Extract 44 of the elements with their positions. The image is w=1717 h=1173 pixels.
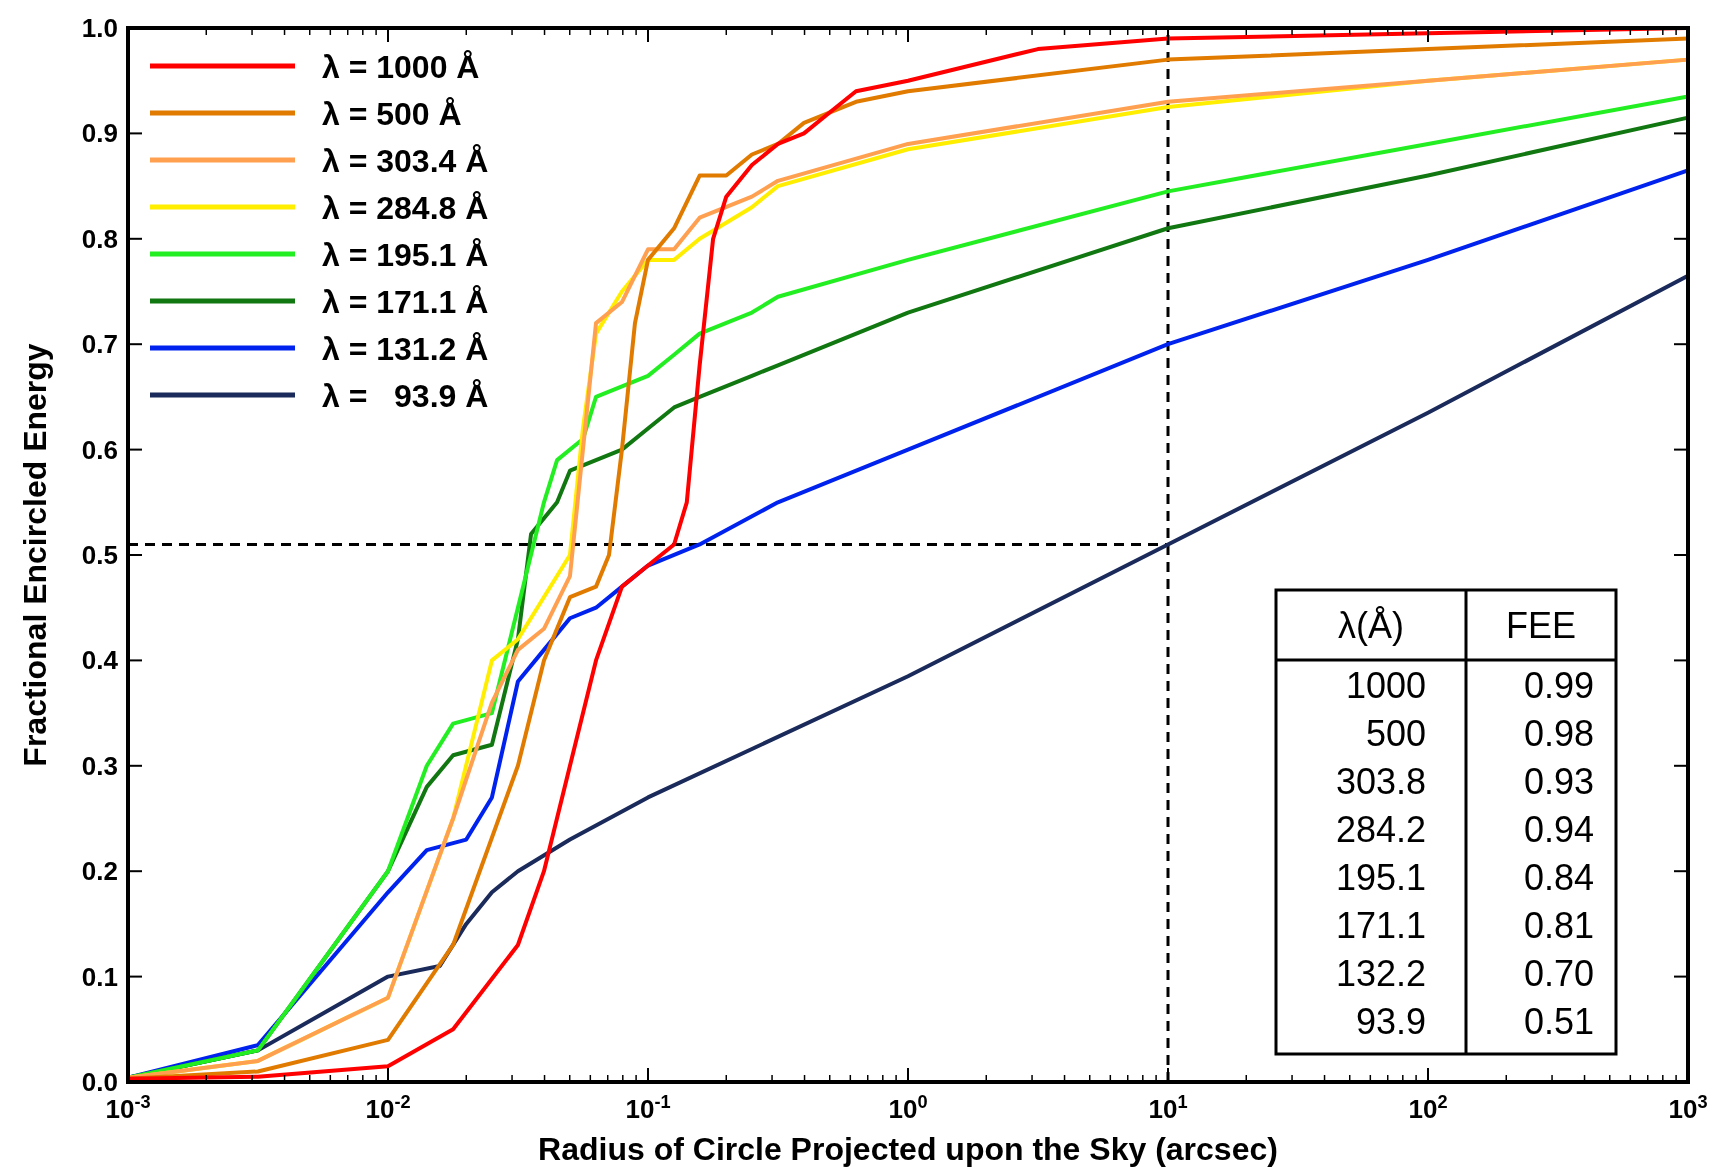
annotation: 0.93 [1523, 761, 1594, 802]
y-tick-label: 1.0 [81, 13, 118, 43]
annotation: λ(Å) [1338, 605, 1404, 646]
y-tick-label: 0.9 [81, 118, 118, 149]
x-tick-label: 10$^{0}$ [888, 1092, 928, 1124]
legend-label: λ = 284.8 Å [322, 190, 489, 226]
annotation: 132.2 [1335, 953, 1426, 994]
annotation: 93.9 [1355, 1001, 1426, 1042]
annotation: 0.94 [1523, 809, 1594, 850]
y-tick-label: 0.3 [81, 750, 118, 781]
y-tick-label: 0.7 [81, 329, 118, 360]
legend-label: λ = 303.4 Å [322, 143, 489, 179]
annotation: 0.99 [1523, 665, 1594, 706]
annotation: 171.1 [1335, 905, 1426, 946]
x-tick-label: 10$^{-2}$ [365, 1092, 411, 1124]
y-tick-label: 0.5 [81, 540, 118, 570]
annotation: 500 [1365, 713, 1426, 754]
x-tick-label: 10$^{1}$ [1148, 1092, 1188, 1124]
legend-label: λ = 195.1 Å [322, 237, 489, 273]
y-tick-label: 0.4 [81, 645, 119, 676]
y-tick-label: 0.1 [81, 961, 118, 992]
legend-label: λ = 500 Å [322, 96, 462, 132]
y-tick-label: 0.2 [81, 856, 118, 887]
legend-label: λ = 1000 Å [322, 49, 480, 85]
annotation: 0.51 [1523, 1001, 1594, 1042]
annotation: 0.70 [1523, 953, 1594, 994]
annotation: 195.1 [1335, 857, 1426, 898]
legend-label: λ = 171.1 Å [322, 284, 489, 320]
annotation: 284.2 [1335, 809, 1426, 850]
y-axis-title: Fractional Encircled Energy [17, 343, 53, 767]
annotation: 0.81 [1523, 905, 1594, 946]
y-tick-label: 0.8 [81, 223, 118, 254]
x-axis-title: Radius of Circle Projected upon the Sky (arcsec) [538, 1131, 1278, 1167]
x-tick-label: 10$^{3}$ [1668, 1092, 1708, 1124]
annotation: 0.98 [1523, 713, 1594, 754]
y-tick-label: 0.6 [81, 434, 118, 465]
x-tick-label: 10$^{2}$ [1408, 1092, 1448, 1124]
annotation: FEE [1505, 605, 1577, 646]
x-tick-label: 10$^{-1}$ [625, 1092, 671, 1124]
annotation: 1000 [1345, 665, 1426, 706]
annotation: 0.84 [1523, 857, 1594, 898]
legend-label: λ = 131.2 Å [322, 331, 489, 367]
annotation: 303.8 [1335, 761, 1426, 802]
legend-label: λ = 93.9 Å [322, 378, 489, 414]
